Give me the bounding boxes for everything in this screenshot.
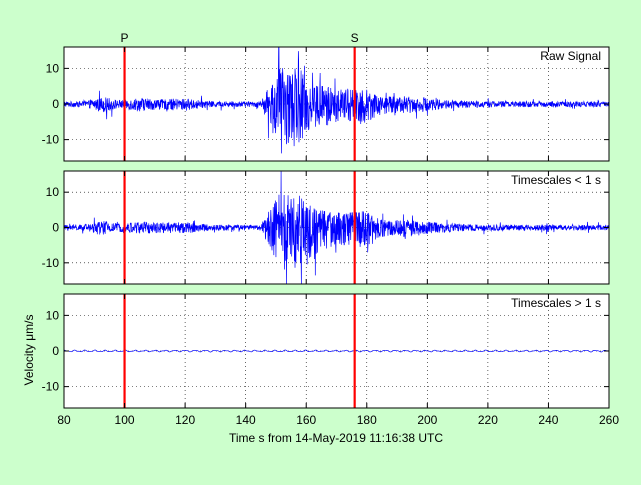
x-tick-label: 160	[296, 413, 316, 427]
x-tick-label: 260	[599, 413, 619, 427]
seismic-trace	[63, 170, 610, 285]
x-tick-label: 120	[175, 413, 195, 427]
phase-label-s: S	[351, 31, 359, 45]
x-tick-label: 80	[57, 413, 71, 427]
y-axis-label: Velocity μm/s	[22, 315, 36, 386]
y-tick-label: 0	[52, 344, 59, 358]
x-tick-label: 100	[115, 413, 135, 427]
panel-title: Timescales > 1 s	[511, 296, 601, 310]
phase-label-p: P	[121, 31, 129, 45]
y-tick-label: 10	[46, 61, 60, 75]
seismic-trace	[63, 349, 610, 353]
x-axis-label: Time s from 14-May-2019 11:16:38 UTC	[229, 431, 443, 445]
panel-1: P S -10 0 10 Raw Signal	[42, 31, 610, 162]
y-tick-label: 0	[52, 97, 59, 111]
x-tick-label: 180	[357, 413, 377, 427]
y-tick-label: 0	[52, 221, 59, 235]
panel-title: Timescales < 1 s	[511, 173, 601, 187]
y-tick-label: -10	[42, 256, 60, 270]
x-tick-label: 220	[478, 413, 498, 427]
y-tick-label: -10	[42, 380, 60, 394]
x-tick-label: 200	[417, 413, 437, 427]
seismic-trace	[63, 46, 610, 154]
panel-2: -10 0 10 Timescales < 1 s	[42, 170, 610, 285]
y-tick-label: 10	[46, 308, 60, 322]
y-tick-label: 10	[46, 185, 60, 199]
x-tick-label: 140	[236, 413, 256, 427]
panel-3: -10 0 10 80 100 120 140 160 180 200 220 240 260 Times…	[42, 293, 619, 427]
y-tick-label: -10	[42, 133, 60, 147]
x-tick-label: 240	[538, 413, 558, 427]
panel-title: Raw Signal	[540, 49, 601, 63]
